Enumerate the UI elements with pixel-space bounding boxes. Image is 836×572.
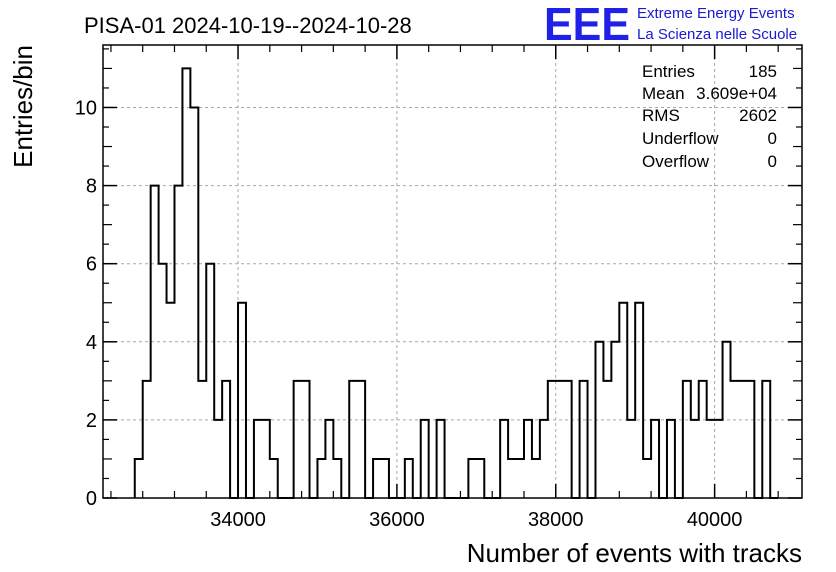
x-tick-label: 38000 bbox=[528, 509, 584, 531]
stats-rms-value: 2602 bbox=[739, 106, 777, 125]
grid-lines bbox=[103, 45, 802, 498]
stats-entries-value: 185 bbox=[749, 62, 777, 81]
y-tick-label: 0 bbox=[86, 488, 97, 510]
y-tick-label: 10 bbox=[75, 97, 97, 119]
y-tick-labels: 0 2 4 6 8 10 bbox=[75, 97, 97, 510]
eee-logo-mark: EEE bbox=[544, 0, 630, 50]
logo-line-2: La Scienza nelle Scuole bbox=[637, 26, 797, 43]
y-tick-label: 4 bbox=[86, 332, 97, 354]
logo-line-1: Extreme Energy Events bbox=[637, 5, 795, 22]
chart-title: PISA-01 2024-10-19--2024-10-28 bbox=[84, 13, 412, 38]
y-tick-label: 8 bbox=[86, 176, 97, 198]
stats-entries-label: Entries bbox=[642, 62, 695, 81]
eee-logo: EEE Extreme Energy Events La Scienza nel… bbox=[544, 0, 797, 50]
stats-overflow-label: Overflow bbox=[642, 152, 710, 171]
x-axis-label: Number of events with tracks bbox=[467, 538, 802, 568]
y-tick-label: 2 bbox=[86, 410, 97, 432]
x-tick-labels: 34000 36000 38000 40000 bbox=[210, 509, 742, 531]
stats-rms-label: RMS bbox=[642, 106, 680, 125]
x-tick-label: 34000 bbox=[210, 509, 266, 531]
stats-box: Entries 185 Mean 3.609e+04 RMS 2602 Unde… bbox=[642, 62, 777, 171]
stats-overflow-value: 0 bbox=[768, 152, 777, 171]
stats-underflow-value: 0 bbox=[768, 129, 777, 148]
y-tick-label: 6 bbox=[86, 254, 97, 276]
x-tick-label: 40000 bbox=[687, 509, 743, 531]
stats-underflow-label: Underflow bbox=[642, 129, 719, 148]
stats-mean-label: Mean bbox=[642, 84, 685, 103]
axis-ticks bbox=[103, 45, 802, 499]
x-tick-label: 36000 bbox=[369, 509, 425, 531]
plot-frame bbox=[102, 44, 803, 499]
stats-mean-value: 3.609e+04 bbox=[696, 84, 777, 103]
y-axis-label: Entries/bin bbox=[8, 45, 38, 168]
